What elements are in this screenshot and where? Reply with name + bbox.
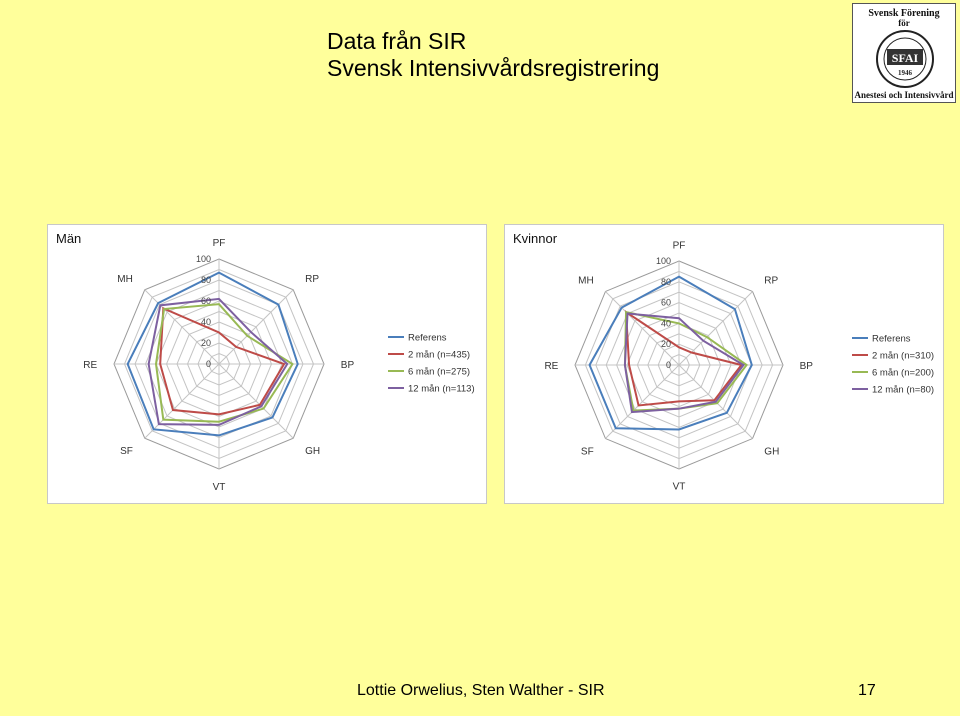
r-tick-label: 40 xyxy=(661,318,671,328)
legend-entry: 2 mån (n=310) xyxy=(872,351,934,362)
r-tick-label: 100 xyxy=(656,256,671,266)
axis-label: RE xyxy=(544,361,558,372)
grid-spoke xyxy=(144,289,220,365)
axis-label: RP xyxy=(764,276,778,287)
r-tick-label: 80 xyxy=(661,277,671,287)
legend-entry: 2 mån (n=435) xyxy=(408,350,470,361)
legend-entry: 6 mån (n=200) xyxy=(872,368,934,379)
logo-seal-icon: SFAI 1946 xyxy=(876,30,934,88)
chart-panel-women: 0 20 40 60 80 100 PF RP BP GH VT SF RE MH Kvinnor Refer… xyxy=(504,224,944,504)
axis-label: PF xyxy=(673,240,686,251)
legend-entry: Referens xyxy=(872,334,911,345)
logo-badge-text: SFAI xyxy=(892,51,919,65)
r-tick-label: 40 xyxy=(201,317,211,327)
axis-label: GH xyxy=(764,446,779,457)
axis-label: MH xyxy=(117,274,133,285)
axis-label: SF xyxy=(120,446,133,457)
r-tick-label: 100 xyxy=(196,254,211,264)
logo-year-text: 1946 xyxy=(898,69,913,77)
logo-top-text: Svensk Förening xyxy=(868,8,940,19)
legend-entry: 6 mån (n=275) xyxy=(408,367,470,378)
legend-entry: 12 mån (n=113) xyxy=(408,384,475,395)
r-tick-label: 20 xyxy=(661,339,671,349)
sfai-logo: Svensk Förening för SFAI 1946 Anestesi o… xyxy=(852,3,956,103)
grid-spoke xyxy=(144,363,220,439)
logo-mid-text: för xyxy=(898,18,910,28)
grid-spoke xyxy=(605,291,680,366)
slide-title-line1: Data från SIR xyxy=(327,28,467,54)
axis-label: GH xyxy=(305,446,320,457)
legend-entry: 12 mån (n=80) xyxy=(872,385,934,396)
chart-title: Män xyxy=(56,231,81,246)
grid-spoke xyxy=(218,363,294,439)
r-tick-label: 0 xyxy=(666,360,671,370)
slide-title-line2: Svensk Intensivvårdsregistrering xyxy=(327,55,660,81)
chart-title: Kvinnor xyxy=(513,231,558,246)
legend-entry: Referens xyxy=(408,333,447,344)
page-number: 17 xyxy=(858,682,876,699)
r-tick-label: 20 xyxy=(201,338,211,348)
r-tick-label: 80 xyxy=(201,275,211,285)
chart-panel-men: 0 20 40 60 80 100 PF RP BP GH VT SF RE MH Män Referens 2… xyxy=(47,224,487,504)
series-line xyxy=(147,297,289,426)
axis-label: RE xyxy=(83,360,97,371)
logo-bottom-text: Anestesi och Intensivvård xyxy=(854,90,954,100)
axis-label: MH xyxy=(578,276,594,287)
axis-label: RP xyxy=(305,274,319,285)
r-tick-label: 60 xyxy=(201,296,211,306)
slide-title: Data från SIR Svensk Intensivvårdsregist… xyxy=(327,28,659,82)
series-line xyxy=(588,275,753,431)
series-line xyxy=(126,271,299,437)
r-tick-label: 0 xyxy=(206,359,211,369)
footer-text: Lottie Orwelius, Sten Walther - SIR xyxy=(357,682,605,699)
series-line xyxy=(154,303,294,423)
r-tick-label: 60 xyxy=(661,298,671,308)
axis-label: VT xyxy=(673,482,686,493)
axis-label: SF xyxy=(581,446,594,457)
axis-label: VT xyxy=(213,482,226,493)
grid-spoke xyxy=(218,289,294,365)
axis-label: PF xyxy=(213,238,226,249)
axis-label: BP xyxy=(800,361,814,372)
series-line xyxy=(623,312,745,414)
grid-spoke xyxy=(605,364,680,439)
axis-label: BP xyxy=(341,360,355,371)
